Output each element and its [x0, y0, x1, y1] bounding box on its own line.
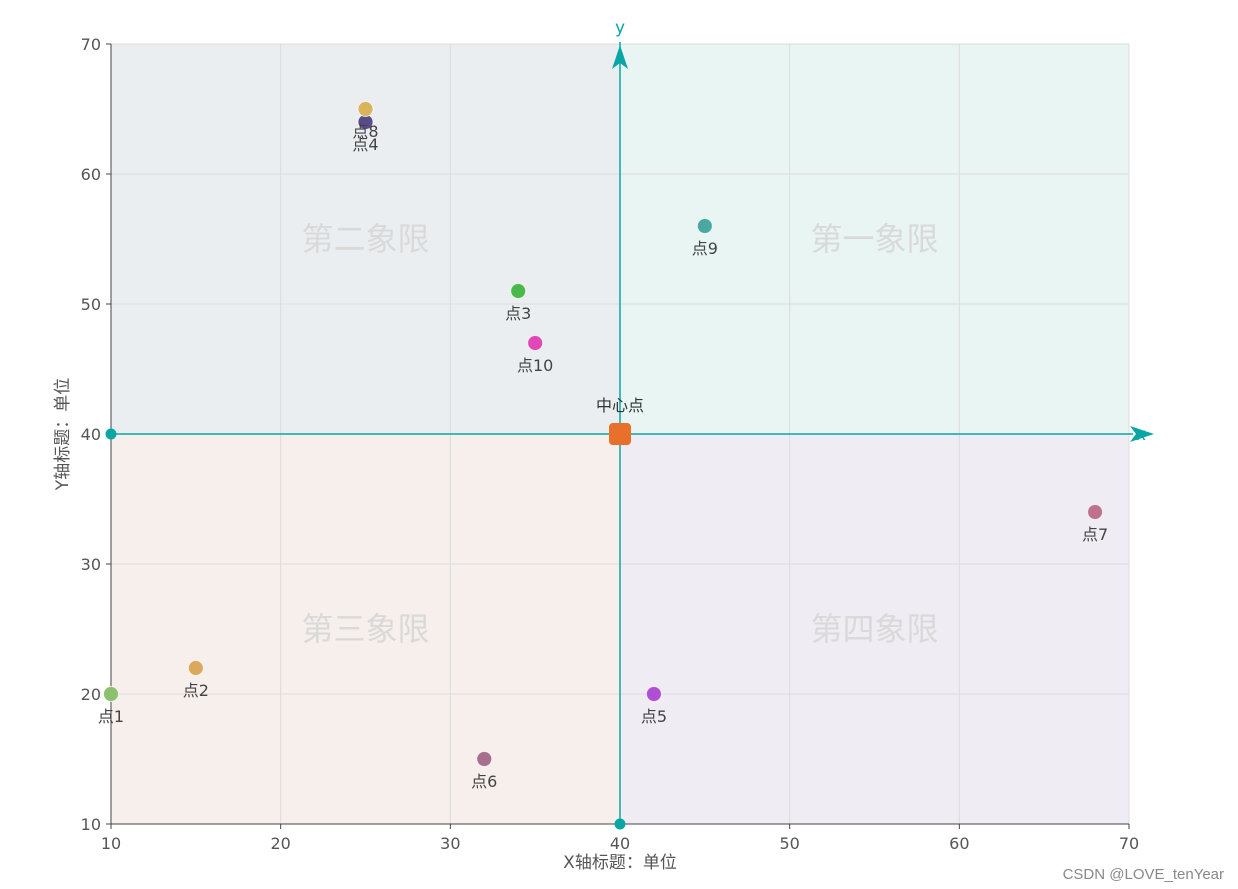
scatter-point[interactable] — [103, 686, 119, 702]
point-label: 点8 — [352, 122, 378, 141]
y-tick-label: 70 — [81, 35, 101, 54]
center-x-axis-start-dot — [105, 428, 117, 440]
point-label: 点9 — [692, 239, 718, 258]
quadrant-3-bg — [111, 434, 620, 824]
watermark: CSDN @LOVE_tenYear — [1062, 866, 1224, 883]
y-tick-label: 60 — [81, 165, 101, 184]
x-tick-label: 10 — [101, 834, 121, 853]
quadrant-1-bg — [620, 44, 1129, 434]
scatter-point[interactable] — [696, 218, 713, 234]
y-arrow-icon — [612, 45, 628, 69]
quadrant-4-bg — [620, 434, 1129, 824]
point-label: 点10 — [517, 356, 553, 375]
scatter-point[interactable] — [510, 283, 527, 299]
quadrant-4-label: 第四象限 — [810, 610, 938, 648]
quadrant-2-label: 第二象限 — [301, 220, 429, 258]
x-tick-label: 50 — [779, 834, 799, 853]
point-label: 点3 — [505, 304, 531, 323]
x-tick-label: 70 — [1119, 834, 1139, 853]
y-tick-label: 40 — [81, 425, 101, 444]
center-point-label: 中心点 — [596, 396, 644, 415]
x-axis-title: X轴标题：单位 — [563, 853, 677, 873]
scatter-point[interactable] — [187, 660, 204, 676]
y-axis-title: Y轴标题：单位 — [53, 378, 73, 491]
y-tick-label: 20 — [81, 685, 101, 704]
point-label: 点5 — [641, 707, 667, 726]
x-arrow-icon — [1130, 426, 1154, 442]
point-label: 点7 — [1082, 525, 1108, 544]
y-tick-label: 10 — [81, 815, 101, 834]
center-y-axis-label: y — [615, 18, 625, 38]
x-tick-label: 40 — [610, 834, 630, 853]
point-label: 点4 — [352, 135, 378, 154]
x-tick-label: 30 — [440, 834, 460, 853]
center-point[interactable] — [609, 423, 631, 445]
quadrant-1-label: 第一象限 — [810, 220, 938, 258]
center-x-axis-label: x — [1136, 425, 1146, 445]
point-label: 点2 — [183, 681, 209, 700]
point-label: 点6 — [471, 772, 497, 791]
center-y-axis-start-dot — [614, 818, 626, 830]
x-tick-label: 60 — [949, 834, 969, 853]
scatter-point[interactable] — [645, 686, 662, 702]
x-tick-label: 20 — [270, 834, 290, 853]
scatter-point[interactable] — [1087, 504, 1104, 520]
y-tick-label: 50 — [81, 295, 101, 314]
scatter-point[interactable] — [527, 335, 544, 351]
y-tick-label: 30 — [81, 555, 101, 574]
scatter-point[interactable] — [476, 751, 493, 767]
scatter-point[interactable] — [357, 101, 374, 117]
quadrant-3-label: 第三象限 — [301, 610, 429, 648]
point-label: 点1 — [98, 707, 124, 726]
